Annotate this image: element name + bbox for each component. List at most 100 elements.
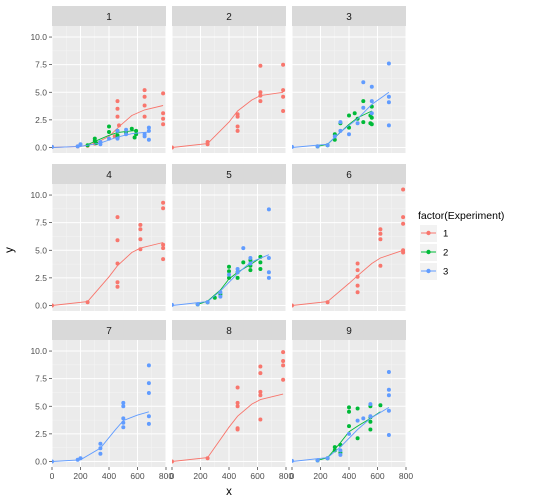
- data-point: [292, 458, 294, 463]
- facet-panel-8: 8: [171, 320, 287, 467]
- data-point: [248, 268, 253, 273]
- data-point: [281, 377, 286, 382]
- x-tick-label: 800: [399, 471, 413, 481]
- data-point: [235, 128, 240, 133]
- data-point: [75, 144, 80, 149]
- series-1: [172, 62, 286, 150]
- data-point: [258, 260, 263, 265]
- data-point: [386, 100, 391, 105]
- x-tick-label: 400: [222, 471, 236, 481]
- data-point: [115, 136, 120, 141]
- data-point: [227, 264, 231, 269]
- data-point: [355, 436, 360, 441]
- data-point: [85, 300, 90, 305]
- x-tick-label: 800: [279, 471, 293, 481]
- data-point: [258, 371, 263, 376]
- data-point: [107, 136, 111, 141]
- trend-line-series-3: [172, 254, 270, 306]
- data-point: [281, 363, 286, 368]
- data-point: [258, 364, 263, 369]
- data-point: [146, 128, 151, 133]
- data-point: [52, 144, 54, 149]
- legend-label: 3: [443, 267, 448, 278]
- data-point: [115, 238, 120, 243]
- x-tick-label: 400: [342, 471, 356, 481]
- data-point: [369, 84, 374, 89]
- data-point: [241, 260, 246, 265]
- data-point: [115, 215, 120, 220]
- data-point: [281, 94, 286, 99]
- data-point: [347, 424, 351, 429]
- facet-strip-label: 9: [346, 326, 352, 337]
- data-point: [92, 136, 97, 141]
- x-tick-label: 600: [250, 471, 264, 481]
- data-point: [205, 456, 210, 461]
- data-point: [142, 88, 147, 93]
- data-point: [121, 420, 126, 425]
- data-point: [361, 416, 366, 421]
- data-point: [355, 261, 360, 266]
- data-point: [347, 132, 351, 137]
- data-point: [258, 393, 263, 398]
- data-point: [332, 445, 337, 450]
- data-point: [369, 99, 374, 104]
- data-point: [248, 261, 253, 266]
- legend-label: 1: [443, 229, 448, 240]
- data-point: [266, 270, 271, 275]
- data-point: [161, 242, 166, 247]
- data-point: [258, 99, 263, 104]
- data-point: [142, 94, 147, 99]
- data-point: [124, 127, 129, 132]
- facet-panel-7: 7: [51, 320, 167, 467]
- data-point: [115, 106, 120, 111]
- data-point: [258, 417, 263, 422]
- legend-key-point: [426, 230, 431, 236]
- data-point: [142, 103, 147, 108]
- data-point: [138, 247, 143, 252]
- data-point: [368, 402, 373, 407]
- facet-strip: [52, 164, 166, 184]
- data-point: [386, 123, 391, 128]
- data-point: [281, 62, 286, 67]
- data-point: [218, 290, 223, 295]
- data-point: [205, 140, 210, 144]
- data-point: [235, 427, 240, 432]
- data-point: [355, 406, 360, 411]
- x-axis-title: x: [226, 486, 232, 498]
- y-tick-label: 7.5: [35, 218, 47, 228]
- data-point: [121, 404, 126, 409]
- data-point: [386, 393, 391, 398]
- series-1: [172, 350, 286, 464]
- data-point: [361, 80, 366, 85]
- data-point: [401, 215, 406, 220]
- data-point: [248, 256, 253, 260]
- data-point: [235, 385, 240, 390]
- data-point: [94, 141, 99, 146]
- x-tick-label: 0: [290, 471, 295, 481]
- data-point: [401, 250, 406, 255]
- facet-strip-label: 5: [226, 170, 232, 181]
- data-point: [161, 116, 166, 121]
- facet-strip: [52, 6, 166, 26]
- data-point: [386, 408, 391, 413]
- series-3: [292, 61, 391, 149]
- facet-panel-5: 5: [171, 164, 287, 311]
- data-point: [124, 132, 129, 137]
- facet-panels: 1 2 3 4 5 6 7 8 9: [51, 6, 407, 467]
- data-point: [369, 111, 374, 116]
- data-point: [292, 303, 294, 308]
- facet-strip-label: 3: [346, 12, 352, 23]
- data-point: [146, 421, 151, 426]
- data-point: [281, 88, 286, 93]
- facet-strip-label: 8: [226, 326, 232, 337]
- data-point: [78, 142, 83, 147]
- data-point: [115, 280, 120, 285]
- data-point: [338, 452, 343, 457]
- data-point: [146, 381, 151, 386]
- facet-strip-label: 2: [226, 12, 232, 23]
- facet-strip: [292, 320, 406, 340]
- data-point: [355, 268, 360, 273]
- y-tick-label: 2.5: [35, 429, 47, 439]
- data-point: [227, 269, 231, 274]
- y-tick-label: 10.0: [30, 190, 47, 200]
